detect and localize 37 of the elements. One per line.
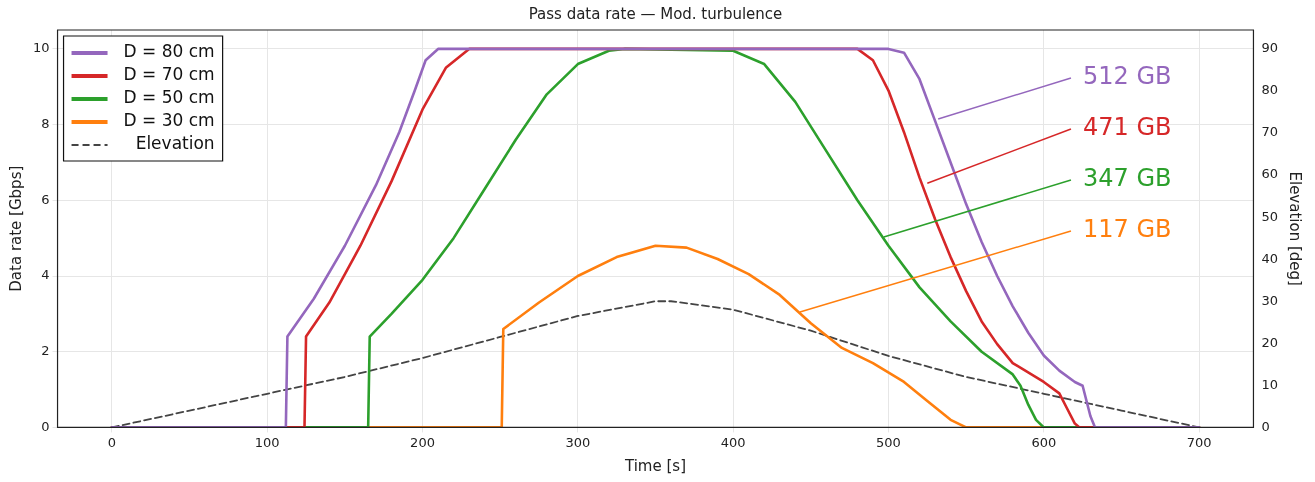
y-tick-label: 6 bbox=[41, 191, 50, 207]
y-axis-title: Data rate [Gbps] bbox=[6, 165, 25, 292]
y2-tick-label: 70 bbox=[1261, 124, 1278, 140]
x-tick-label: 100 bbox=[254, 434, 280, 450]
y-tick-label: 0 bbox=[41, 418, 50, 434]
y2-tick-label: 50 bbox=[1261, 208, 1278, 224]
annotation: 471 GB bbox=[1082, 113, 1172, 142]
x-tick-label: 500 bbox=[876, 434, 901, 450]
annotation: 347 GB bbox=[1082, 164, 1172, 193]
chart-title: Pass data rate — Mod. turbulence bbox=[528, 4, 783, 23]
y2-tick-label: 20 bbox=[1261, 334, 1278, 350]
y2-tick-label: 80 bbox=[1261, 82, 1278, 98]
legend-label: D = 30 cm bbox=[123, 110, 215, 131]
x-tick-label: 600 bbox=[1031, 434, 1057, 450]
y2-axis-title: Elevation [deg] bbox=[1286, 171, 1305, 286]
x-tick-label: 200 bbox=[410, 434, 435, 450]
legend-label: D = 50 cm bbox=[123, 87, 215, 108]
y2-tick-label: 30 bbox=[1261, 292, 1278, 308]
y2-tick-label: 0 bbox=[1261, 418, 1270, 434]
annotation: 512 GB bbox=[1082, 62, 1172, 91]
x-tick-label: 300 bbox=[565, 434, 591, 450]
y2-tick-label: 40 bbox=[1261, 250, 1278, 266]
y-tick-label: 4 bbox=[41, 267, 50, 283]
y-tick-label: 10 bbox=[33, 40, 50, 56]
legend-label: D = 80 cm bbox=[123, 41, 215, 62]
y-tick-label: 2 bbox=[41, 343, 50, 359]
legend-label: D = 70 cm bbox=[123, 64, 215, 85]
y-tick-label: 8 bbox=[41, 115, 50, 131]
x-tick-label: 400 bbox=[720, 434, 746, 450]
legend-label: Elevation bbox=[135, 133, 215, 154]
y2-tick-label: 60 bbox=[1261, 166, 1278, 182]
annotation: 117 GB bbox=[1082, 215, 1172, 244]
x-tick-label: 0 bbox=[107, 434, 117, 450]
y2-tick-label: 10 bbox=[1261, 376, 1278, 392]
y2-tick-label: 90 bbox=[1261, 40, 1278, 56]
x-axis-title: Time [s] bbox=[624, 456, 686, 475]
x-tick-label: 700 bbox=[1186, 434, 1212, 450]
